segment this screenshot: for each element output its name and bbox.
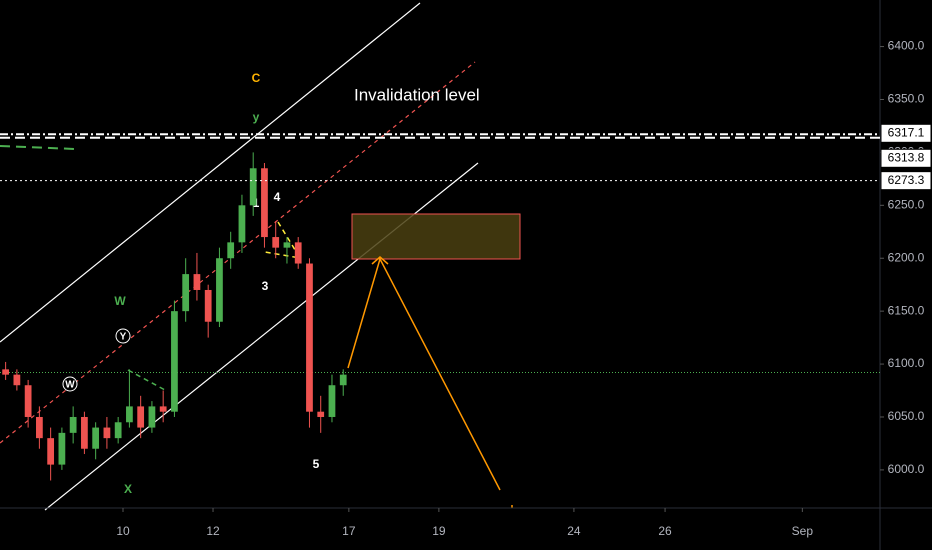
candle-body <box>339 374 347 386</box>
candle-body <box>2 369 10 375</box>
candle-body <box>148 406 156 428</box>
candle-body <box>193 274 201 290</box>
candle-body <box>261 168 268 238</box>
x-tick-label: 19 <box>432 524 446 538</box>
candle-body <box>126 406 133 423</box>
arrow-head <box>371 256 389 265</box>
wave-dash <box>127 369 166 391</box>
candle-body <box>317 411 325 417</box>
x-tick-label: Sep <box>792 524 814 538</box>
wave-circle <box>115 328 131 344</box>
y-tick-label: 6200.0 <box>888 250 925 264</box>
price-label-box <box>880 171 932 191</box>
y-tick-label: 6150.0 <box>888 303 925 317</box>
candle-body <box>227 242 235 259</box>
wave-label: 4 <box>274 190 281 204</box>
x-tick-label: 17 <box>342 524 356 538</box>
candle-body <box>103 427 111 439</box>
candle-body <box>81 416 88 449</box>
wave-label: W <box>114 294 126 308</box>
candle-body <box>47 438 55 465</box>
candle-body <box>249 168 257 206</box>
x-tick-label: 12 <box>206 524 220 538</box>
x-tick-label: 26 <box>658 524 672 538</box>
annotation: Invalidation level <box>354 85 480 104</box>
candle-body <box>13 374 21 386</box>
candle-body <box>216 258 223 322</box>
candle-body <box>92 427 100 449</box>
wave-label: W <box>65 380 75 391</box>
wave-label: Y <box>120 332 127 343</box>
x-tick-label: 10 <box>116 524 130 538</box>
green-dashed <box>0 145 76 150</box>
target-zone <box>351 213 521 260</box>
channel-mid <box>0 61 476 444</box>
wave-triangle <box>264 221 302 260</box>
candle-body <box>272 237 280 248</box>
candle-body <box>328 385 336 417</box>
wave-circle <box>62 376 78 392</box>
candle-body <box>182 274 190 312</box>
y-tick-label: 6400.0 <box>888 39 925 53</box>
price-label-box <box>880 148 932 168</box>
candle-body <box>171 311 178 412</box>
candle-body <box>283 242 291 248</box>
candle-body <box>137 406 145 428</box>
price-label: 6273.3 <box>888 173 925 187</box>
candle-body <box>306 263 313 412</box>
price-label-box <box>880 123 932 143</box>
channel-upper <box>0 2 421 343</box>
wave-label: 3 <box>262 279 269 293</box>
wave-label: y <box>253 110 260 124</box>
candle-body <box>238 205 246 243</box>
price-label: 6313.8 <box>888 150 925 164</box>
y-tick-label: 6000.0 <box>888 462 925 476</box>
candle-body <box>204 289 212 322</box>
candle-body <box>36 416 43 439</box>
candle-body <box>58 432 66 465</box>
y-tick-label: 6100.0 <box>888 356 925 370</box>
wave-label: 5 <box>313 457 320 471</box>
candle-body <box>159 406 167 412</box>
candle-body <box>69 416 77 433</box>
candle-body <box>24 385 32 417</box>
y-tick-label: 6050.0 <box>888 409 925 423</box>
wave-label: C <box>252 71 261 85</box>
projection <box>347 256 501 491</box>
candle-body <box>294 242 302 264</box>
candle-body <box>114 422 122 439</box>
y-tick-label: 6350.0 <box>888 92 925 106</box>
x-tick-label: 24 <box>567 524 581 538</box>
wave-label: X <box>124 482 132 496</box>
price-label: 6317.1 <box>888 125 925 139</box>
y-tick-label: 6250.0 <box>888 197 925 211</box>
